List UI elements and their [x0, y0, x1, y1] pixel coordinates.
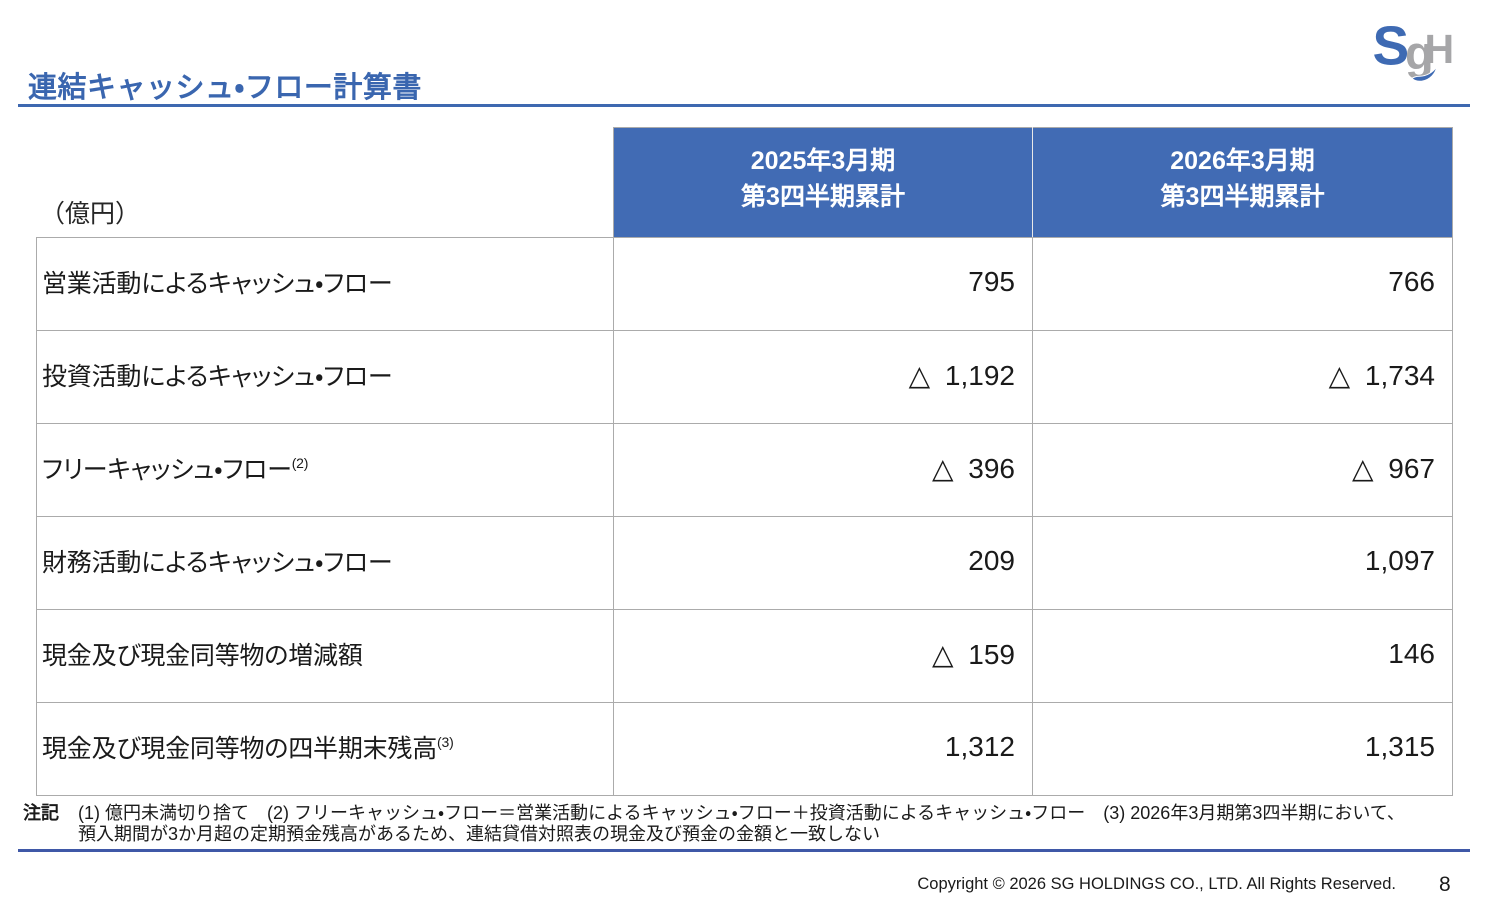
header-spacer-cell [37, 128, 614, 238]
page-number: 8 [1439, 873, 1451, 896]
table-row: 現金及び現金同等物の増減額 △ 159 146 [36, 609, 1453, 703]
row-label-text: 営業活動によるキャッシュ・フロー [42, 270, 393, 298]
value-fy2025: △ 396 [613, 423, 1033, 517]
footnote-line: (1) 億円未満切り捨て (2) フリーキャッシュ・フロー＝営業活動によるキャッ… [78, 803, 1405, 823]
row-label-text: 現金及び現金同等物の増減額 [42, 642, 363, 670]
value-fy2025: 795 [613, 237, 1033, 331]
logo-letter-g: g [1405, 26, 1434, 79]
row-label: 現金及び現金同等物の四半期末残高(3) [36, 702, 614, 796]
value-fy2025: 1,312 [613, 702, 1033, 796]
footnotes: 注記 (1) 億円未満切り捨て (2) フリーキャッシュ・フロー＝営業活動による… [23, 803, 1483, 844]
row-label-text: フリーキャッシュ・フロー [42, 456, 292, 484]
column-header-fy2026-line1: 2026年3月期 [1170, 146, 1315, 175]
row-label: 現金及び現金同等物の増減額 [36, 609, 614, 703]
table-row: 営業活動によるキャッシュ・フロー 795 766 [36, 237, 1453, 331]
row-label-text: 投資活動によるキャッシュ・フロー [42, 363, 393, 391]
value-fy2026: 146 [1032, 609, 1453, 703]
value-fy2026: 766 [1032, 237, 1453, 331]
value-fy2026: 1,315 [1032, 702, 1453, 796]
row-label: 投資活動によるキャッシュ・フロー [36, 330, 614, 424]
logo-letter-s: S [1373, 14, 1410, 76]
value-fy2026: △ 1,734 [1032, 330, 1453, 424]
row-label-sup: (2) [291, 454, 309, 471]
row-label: 財務活動によるキャッシュ・フロー [36, 516, 614, 610]
value-fy2026: △ 967 [1032, 423, 1453, 517]
table-row: フリーキャッシュ・フロー(2) △ 396 △ 967 [36, 423, 1453, 517]
row-label-text: 現金及び現金同等物の四半期末残高 [42, 735, 438, 763]
value-fy2025: △ 1,192 [613, 330, 1033, 424]
title-underline [18, 104, 1470, 107]
value-fy2025: 209 [613, 516, 1033, 610]
column-header-fy2025-line2: 第3四半期累計 [741, 182, 905, 211]
unit-label: （億円） [40, 200, 141, 228]
column-header-fy2025-line1: 2025年3月期 [750, 146, 896, 175]
logo-swoosh [1411, 66, 1438, 82]
column-header-fy2026-line2: 第3四半期累計 [1160, 182, 1325, 211]
logo-letter-h: H [1425, 26, 1455, 72]
column-header-fy2025: 2025年3月期 第3四半期累計 [613, 127, 1033, 238]
column-header-fy2026: 2026年3月期 第3四半期累計 [1032, 127, 1453, 238]
value-fy2025: △ 159 [613, 609, 1033, 703]
row-label-sup: (3) [437, 733, 454, 750]
copyright-text: Copyright © 2026 SG HOLDINGS CO., LTD. A… [917, 875, 1396, 893]
footer-divider-line [18, 849, 1470, 852]
value-fy2026: 1,097 [1032, 516, 1453, 610]
table-header-row: 2025年3月期 第3四半期累計 2026年3月期 第3四半期累計 [37, 127, 1453, 238]
footnote-line: 預入期間が3か月超の定期預金残高があるため、連結貸借対照表の現金及び預金の金額と… [78, 823, 881, 844]
table-row: 投資活動によるキャッシュ・フロー △ 1,192 △ 1,734 [36, 330, 1453, 424]
table-row: 現金及び現金同等物の四半期末残高(3) 1,312 1,315 [36, 702, 1453, 796]
sg-holdings-logo: g H S [1373, 14, 1455, 82]
cash-flow-table: 2025年3月期 第3四半期累計 2026年3月期 第3四半期累計 営業活動によ… [36, 127, 1453, 796]
row-label: 営業活動によるキャッシュ・フロー [36, 237, 614, 331]
footnotes-body: (1) 億円未満切り捨て (2) フリーキャッシュ・フロー＝営業活動によるキャッ… [78, 803, 1405, 844]
footnotes-heading: 注記 [23, 803, 59, 823]
table-row: 財務活動によるキャッシュ・フロー 209 1,097 [36, 516, 1453, 610]
row-label-text: 財務活動によるキャッシュ・フロー [42, 549, 393, 577]
page-title: 連結キャッシュ・フロー計算書 [28, 72, 422, 104]
row-label: フリーキャッシュ・フロー(2) [36, 423, 614, 517]
